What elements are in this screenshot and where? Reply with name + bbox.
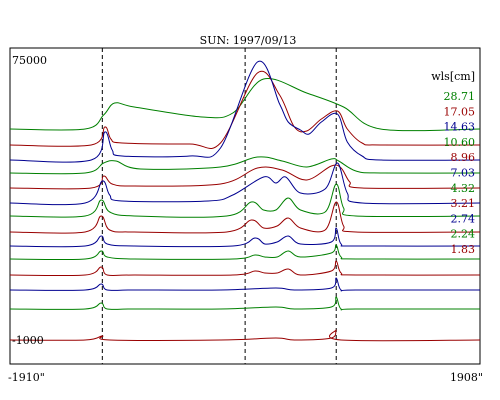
legend-entry: 1.83 [451,243,476,256]
series-line-3 [9,156,481,175]
legend-entry: 14.63 [444,121,476,134]
x-label-right: 1908" [450,371,483,384]
legend-entry: 2.24 [451,228,476,241]
chart-title: SUN: 1997/09/13 [200,34,297,47]
dashed-markers [101,48,337,364]
legend-entry: 10.60 [444,136,476,149]
y-label-top: 75000 [12,54,47,67]
legend-entry: 2.74 [451,212,476,225]
series-line-9 [9,244,481,261]
legend-entry: 7.03 [451,167,476,180]
series-line-5 [9,162,481,206]
series-line-1 [9,70,481,149]
series-group [9,60,481,342]
series-line-2 [9,60,481,163]
legend-entry: 28.71 [444,90,476,103]
series-line-6 [9,183,481,218]
series-line-8 [9,227,481,248]
legend-entry: 4.32 [451,182,476,195]
legend: 28.71 17.05 14.63 10.60 8.96 7.03 4.32 3.21 2.74… [444,90,476,256]
series-line-7 [9,201,481,234]
series-line-10 [9,260,481,277]
legend-entry: 8.96 [451,151,476,164]
series-line-11 [9,277,480,292]
series-line-4 [9,164,481,190]
y-label-bottom: -1000 [12,334,44,347]
legend-entry: 17.05 [444,105,476,118]
legend-title: wls[cm] [431,70,475,83]
x-label-left: -1910" [8,371,45,384]
series-line-13 [9,329,481,342]
legend-entry: 3.21 [451,197,476,210]
series-line-0 [9,77,481,132]
series-line-12 [9,296,480,311]
